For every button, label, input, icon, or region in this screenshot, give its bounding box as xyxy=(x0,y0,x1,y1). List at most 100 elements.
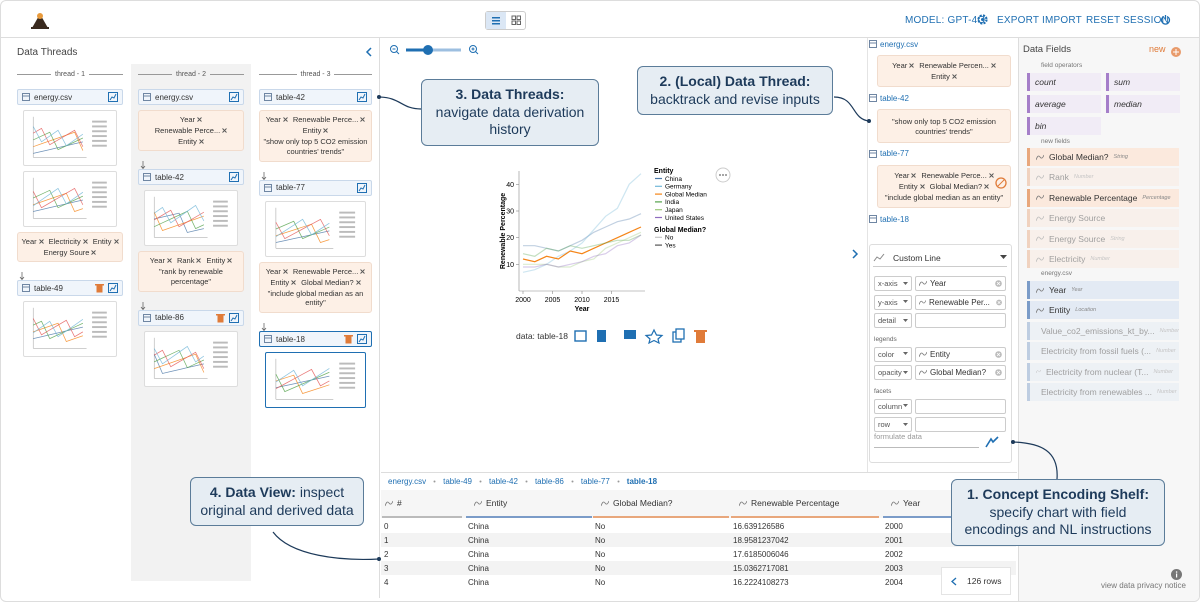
channel[interactable]: column xyxy=(874,398,912,414)
table-card[interactable]: table-86 xyxy=(138,309,244,326)
import-button[interactable]: IMPORT xyxy=(1042,15,1082,26)
delete-button[interactable] xyxy=(344,334,353,344)
column-header[interactable]: Year xyxy=(883,490,1017,518)
remove-icon[interactable] xyxy=(360,268,366,274)
remove-icon[interactable] xyxy=(988,172,994,178)
delete-button[interactable] xyxy=(216,313,225,323)
field-chip[interactable]: Value_co2_emissions_kt_by... Number xyxy=(1027,321,1179,340)
chart-thumbnail[interactable] xyxy=(265,200,366,257)
table-card[interactable]: table-42 xyxy=(259,89,372,105)
field-chip[interactable]: Energy Source xyxy=(1027,209,1179,228)
local-table[interactable]: table-42 xyxy=(869,93,1011,103)
trigger-card[interactable]: Year Renewable Percen... Entity xyxy=(877,55,1011,87)
field-chip[interactable]: Year Year xyxy=(1027,281,1179,299)
remove-icon[interactable] xyxy=(952,74,957,79)
field-chip[interactable]: Renewable Percentage Percentage xyxy=(1027,188,1179,207)
list-view-button[interactable] xyxy=(486,12,506,29)
field-slot[interactable]: Entity xyxy=(915,346,1006,362)
column-header[interactable]: Renewable Percentage xyxy=(731,490,879,518)
trigger-card[interactable]: Year Rank Entity "rank by renewable percent… xyxy=(138,251,244,292)
page-prev[interactable] xyxy=(951,577,957,586)
remove-icon[interactable] xyxy=(222,128,228,133)
remove-icon[interactable] xyxy=(199,139,204,144)
table-card[interactable]: table-42 xyxy=(138,169,244,185)
operator[interactable]: sum xyxy=(1106,73,1180,91)
chart-button[interactable] xyxy=(229,312,239,323)
channel[interactable]: detail xyxy=(874,313,912,328)
remove-icon[interactable] xyxy=(197,117,202,122)
prompt-input[interactable]: formulate data xyxy=(874,432,979,448)
operator[interactable]: median xyxy=(1106,95,1180,113)
chart-thumbnail[interactable] xyxy=(265,352,366,408)
chart-button[interactable] xyxy=(108,283,118,293)
grid-view-button[interactable] xyxy=(506,12,526,29)
breadcrumb-item[interactable]: energy.csv xyxy=(388,477,427,486)
table-card[interactable]: table-18 xyxy=(259,331,372,347)
trigger-card[interactable]: Year Renewable Perce... Entity Global Media… xyxy=(877,164,1011,209)
breadcrumb-item[interactable]: table-77 xyxy=(580,477,610,486)
chart-thumbnail[interactable] xyxy=(23,110,117,166)
remove-icon[interactable] xyxy=(911,172,917,178)
field-slot[interactable]: Renewable Per... xyxy=(915,294,1006,310)
field-slot[interactable] xyxy=(915,313,1006,328)
trigger-card[interactable]: Year Electricity Entity Energy Soure xyxy=(17,232,123,262)
clear-icon[interactable] xyxy=(996,299,1002,306)
remove-icon[interactable] xyxy=(196,258,202,263)
field-chip[interactable]: Electricity from renewables ... Number xyxy=(1027,383,1179,401)
remove-icon[interactable] xyxy=(984,183,989,189)
remove-icon[interactable] xyxy=(227,258,233,263)
column-header[interactable]: # xyxy=(382,490,462,518)
revise-icon[interactable] xyxy=(995,177,1007,189)
breadcrumb-item[interactable]: table-49 xyxy=(443,477,473,486)
trigger-card[interactable]: Year Renewable Perce... Entity Global Media… xyxy=(259,261,372,313)
field-slot[interactable]: Global Median? xyxy=(915,365,1006,380)
remove-icon[interactable] xyxy=(991,63,996,68)
remove-icon[interactable] xyxy=(355,279,361,285)
remove-icon[interactable] xyxy=(113,239,119,244)
chart-button[interactable] xyxy=(357,334,367,344)
expand-button[interactable] xyxy=(850,249,860,259)
column-header[interactable]: Global Median? xyxy=(593,490,729,518)
export-button[interactable]: EXPORT xyxy=(997,15,1040,26)
trigger-card[interactable]: "show only top 5 CO2 emission countries'… xyxy=(877,109,1011,143)
table-card[interactable]: table-49 xyxy=(17,280,123,296)
breadcrumb-item[interactable]: table-18 xyxy=(626,477,658,486)
channel[interactable]: color xyxy=(874,346,912,362)
delete-button[interactable] xyxy=(95,283,104,293)
operator[interactable]: bin xyxy=(1027,117,1101,135)
remove-icon[interactable] xyxy=(323,128,329,133)
zoom-control[interactable] xyxy=(389,43,484,57)
table-card[interactable]: table-77 xyxy=(259,179,372,196)
field-chip[interactable]: Global Median? String xyxy=(1027,148,1179,166)
power-icon[interactable] xyxy=(1160,14,1171,25)
remove-icon[interactable] xyxy=(283,117,288,122)
chart-toolbar[interactable] xyxy=(573,328,713,344)
operator[interactable]: count xyxy=(1027,73,1101,91)
chart-thumbnail[interactable] xyxy=(23,301,117,357)
clear-icon[interactable] xyxy=(995,280,1002,287)
table-card[interactable]: energy.csv xyxy=(17,89,123,105)
channel[interactable]: opacity xyxy=(874,365,912,380)
remove-icon[interactable] xyxy=(167,258,172,263)
chart-thumbnail[interactable] xyxy=(144,190,238,246)
model-button[interactable]: MODEL: GPT-4O xyxy=(905,15,986,26)
remove-icon[interactable] xyxy=(360,117,366,122)
field-chip[interactable]: Entity Location xyxy=(1027,301,1179,320)
local-table[interactable]: table-77 xyxy=(869,149,1011,159)
field-chip[interactable]: Rank Number xyxy=(1027,168,1179,187)
formulate-button[interactable] xyxy=(985,435,999,453)
channel[interactable]: y-axis xyxy=(874,294,912,310)
chart-button[interactable] xyxy=(357,92,367,102)
trigger-card[interactable]: Year Renewable Perce... Entity "show only t… xyxy=(259,110,372,162)
chart-thumbnail[interactable] xyxy=(144,330,238,387)
collapse-button[interactable] xyxy=(364,47,374,57)
breadcrumb-item[interactable]: table-86 xyxy=(534,477,564,486)
remove-icon[interactable] xyxy=(38,239,44,244)
column-header[interactable]: Entity xyxy=(466,490,592,518)
field-chip[interactable]: Electricity Number xyxy=(1027,250,1179,268)
clear-icon[interactable] xyxy=(995,369,1002,376)
operator[interactable]: average xyxy=(1027,95,1101,113)
chart-button[interactable] xyxy=(357,182,367,193)
chart-button[interactable] xyxy=(108,92,118,102)
remove-icon[interactable] xyxy=(909,63,915,68)
